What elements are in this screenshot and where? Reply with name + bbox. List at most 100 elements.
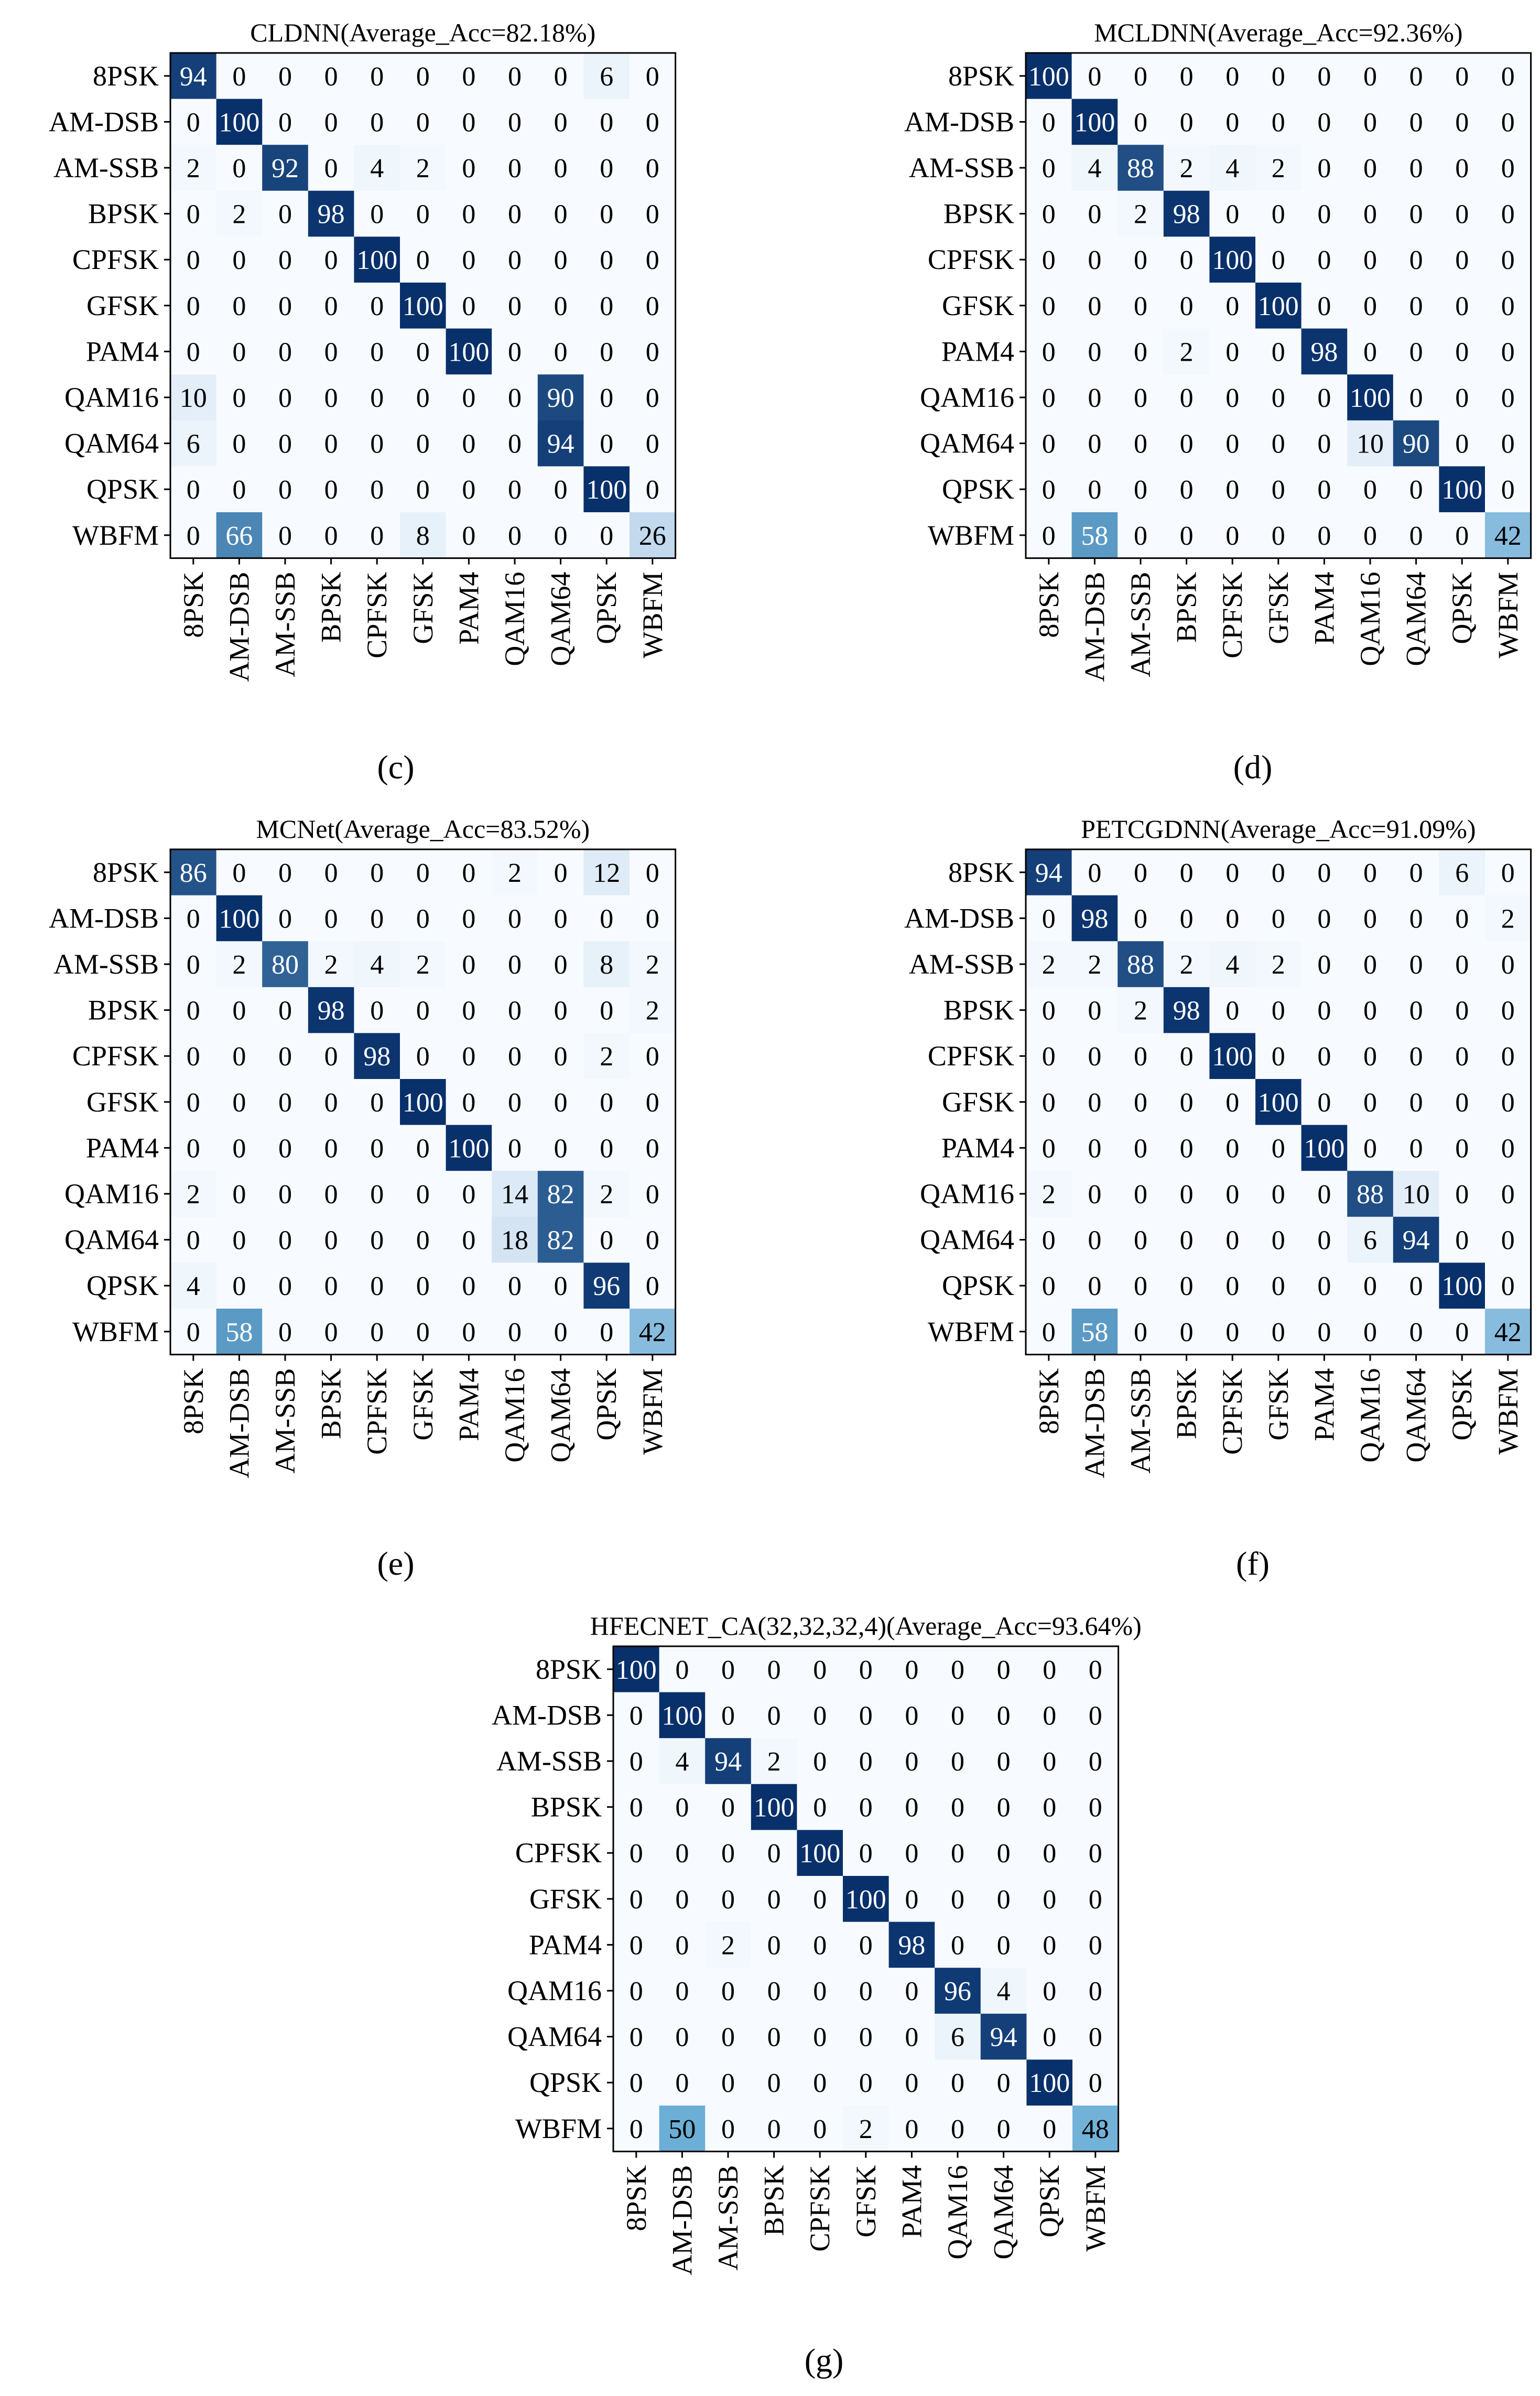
heatmap-cell <box>446 1262 492 1309</box>
cell-value-label: 0 <box>462 858 475 888</box>
heatmap-cell <box>400 53 447 100</box>
cell-value-label: 0 <box>646 154 659 184</box>
heatmap-cell <box>1071 941 1118 988</box>
cell-value-label: 0 <box>675 2068 689 2098</box>
heatmap-cell <box>354 1309 400 1355</box>
cell-value-label: 0 <box>1501 429 1515 459</box>
cell-value-label: 4 <box>370 950 384 980</box>
x-tick-label: AM-DSB <box>666 2165 698 2275</box>
heatmap-cell <box>751 1922 797 1968</box>
heatmap-cell <box>980 1968 1027 2014</box>
y-tick-label: PAM4 <box>941 336 1014 367</box>
heatmap-cell <box>613 1922 660 1968</box>
heatmap-cell <box>630 236 676 283</box>
heatmap-cell <box>400 420 447 467</box>
cell-value-label: 92 <box>272 154 299 184</box>
heatmap-cell <box>354 987 400 1033</box>
heatmap-cell <box>630 1171 676 1217</box>
cell-value-label: 0 <box>1317 1042 1331 1072</box>
heatmap-cell <box>935 1922 981 1968</box>
cell-value-label: 0 <box>278 337 292 367</box>
cell-value-label: 0 <box>508 154 522 184</box>
cell-value-label: 0 <box>1363 107 1377 137</box>
heatmap-cell <box>583 1033 630 1080</box>
cell-value-label: 0 <box>1455 292 1469 321</box>
heatmap-cell <box>537 236 584 283</box>
chart-title: CLDNN(Average_Acc=82.18%) <box>250 18 595 47</box>
heatmap-cell <box>1071 466 1118 513</box>
y-tick-label: CPFSK <box>515 1837 602 1869</box>
heatmap-cell <box>630 53 676 100</box>
cell-value-label: 0 <box>1042 1271 1056 1301</box>
cell-value-label: 0 <box>554 1318 568 1347</box>
heatmap-cell <box>1439 987 1485 1033</box>
heatmap-cell <box>537 53 584 100</box>
cell-value-label: 0 <box>905 2068 918 2098</box>
heatmap-cell <box>170 1079 217 1126</box>
heatmap-cell <box>1439 1262 1485 1309</box>
cell-value-label: 8 <box>416 521 430 551</box>
cell-value-label: 0 <box>1089 1793 1102 1823</box>
cell-value-label: 0 <box>1317 292 1331 321</box>
cell-value-label: 0 <box>1455 337 1469 367</box>
heatmap-cell <box>1485 1125 1532 1171</box>
y-tick-label: CPFSK <box>72 1040 159 1072</box>
heatmap-cell <box>1026 190 1072 237</box>
cell-value-label: 0 <box>1317 245 1331 275</box>
cell-value-label: 0 <box>1042 107 1056 137</box>
heatmap-cell <box>1163 145 1210 191</box>
heatmap-cell <box>1301 1262 1348 1309</box>
heatmap-cell <box>613 1876 660 1923</box>
cell-value-label: 0 <box>1409 62 1423 92</box>
heatmap-cell <box>1209 328 1256 375</box>
cell-value-label: 0 <box>859 1655 873 1685</box>
heatmap-cell <box>170 849 217 896</box>
heatmap-cell <box>613 1738 660 1785</box>
heatmap-cell <box>751 1692 797 1739</box>
cell-value-label: 0 <box>1134 1271 1147 1301</box>
cell-value-label: 0 <box>232 1088 246 1118</box>
cell-value-label: 0 <box>554 337 568 367</box>
heatmap-cell <box>1071 1262 1118 1309</box>
heatmap-cell <box>308 466 354 513</box>
heatmap-cell <box>1485 53 1532 100</box>
cell-value-label: 0 <box>370 383 384 413</box>
cell-value-label: 0 <box>370 858 384 888</box>
cell-value-label: 90 <box>547 383 574 413</box>
heatmap-cell <box>354 512 400 559</box>
heatmap-cell <box>1209 53 1256 100</box>
heatmap-cell <box>1026 99 1072 145</box>
cell-value-label: 0 <box>997 1701 1011 1731</box>
cell-value-label: 0 <box>859 1839 873 1869</box>
cell-value-label: 100 <box>356 245 397 275</box>
x-tick-label: QPSK <box>1034 2165 1065 2238</box>
cell-value-label: 0 <box>1134 383 1147 413</box>
heatmap-cell <box>1485 283 1532 329</box>
cell-value-label: 0 <box>1272 1134 1285 1163</box>
cell-value-label: 98 <box>898 1930 925 1960</box>
cell-value-label: 0 <box>1088 1226 1101 1256</box>
cell-value-label: 2 <box>232 200 246 230</box>
cell-value-label: 100 <box>586 475 627 505</box>
cell-value-label: 2 <box>1180 950 1194 980</box>
heatmap-cell <box>170 374 217 421</box>
heatmap-cell <box>308 328 354 375</box>
heatmap-cell <box>797 1646 843 1693</box>
heatmap-cell <box>492 236 538 283</box>
heatmap-cell <box>1255 987 1302 1033</box>
heatmap-cell <box>1439 374 1485 421</box>
cell-value-label: 0 <box>1043 2114 1056 2144</box>
cell-value-label: 0 <box>462 1042 475 1072</box>
cell-value-label: 0 <box>675 1930 689 1960</box>
heatmap-cell <box>1071 190 1118 237</box>
heatmap-cell <box>354 941 400 988</box>
heatmap-cell <box>354 283 400 329</box>
chart-title: PETCGDNN(Average_Acc=91.09%) <box>1081 814 1476 844</box>
heatmap-cell <box>262 987 309 1033</box>
cell-value-label: 0 <box>1042 1134 1056 1163</box>
y-tick-label: BPSK <box>943 995 1014 1026</box>
x-tick-label: GFSK <box>407 1368 439 1441</box>
heatmap-cell <box>1026 895 1072 942</box>
x-tick-label: WBFM <box>1492 1368 1524 1455</box>
heatmap-cell <box>262 53 309 100</box>
